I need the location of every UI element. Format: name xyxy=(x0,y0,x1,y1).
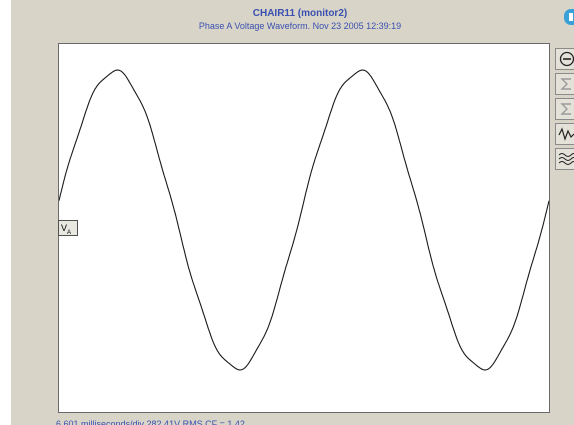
sigma-icon xyxy=(560,103,571,115)
waveform-button[interactable] xyxy=(555,123,574,145)
chart-title: CHAIR11 (monitor2) xyxy=(252,8,348,19)
chart-subtitle: Phase A Voltage Waveform. Nov 23 2005 12… xyxy=(198,21,402,31)
sigma-icon xyxy=(560,78,571,90)
channel-marker-label: V xyxy=(61,223,68,233)
sum-button-1[interactable] xyxy=(555,73,574,95)
harmonics-button[interactable] xyxy=(555,148,574,170)
channel-marker-va[interactable]: VA xyxy=(58,220,78,236)
zoom-out-icon xyxy=(559,51,574,67)
waveform-plot-area xyxy=(58,43,550,413)
info-badge-icon[interactable] xyxy=(564,9,574,25)
sum-button-2[interactable] xyxy=(555,98,574,120)
status-readout: 6.601 milliseconds/div 282.41V RMS CF = … xyxy=(56,419,245,425)
series-line-phase-a xyxy=(59,69,549,371)
channel-marker-subscript: A xyxy=(67,229,72,236)
multi-waveform-icon xyxy=(558,153,574,165)
waveform-chart xyxy=(59,69,549,371)
waveform-icon xyxy=(558,127,574,141)
zoom-out-button[interactable] xyxy=(555,48,574,70)
